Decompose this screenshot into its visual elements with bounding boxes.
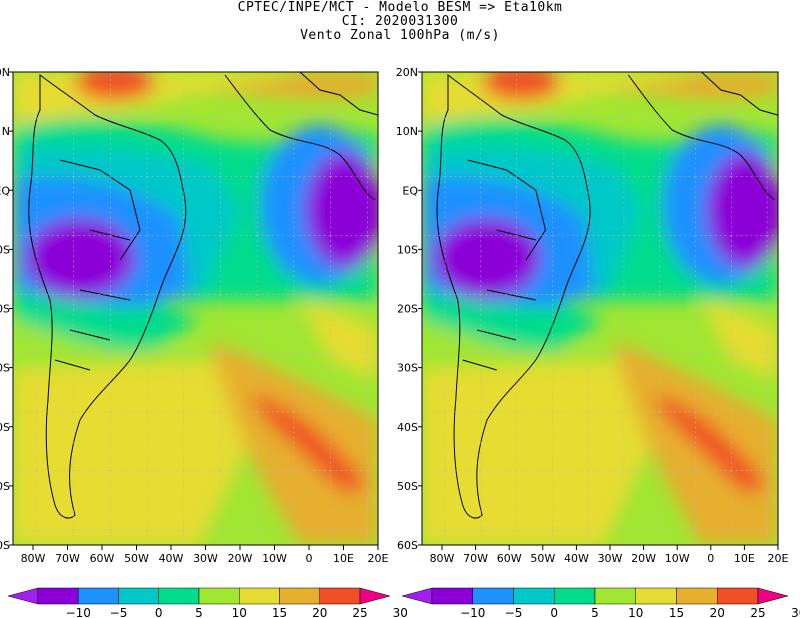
colorbar-swatch — [401, 587, 433, 605]
colorbar-label: 5 — [195, 606, 203, 618]
colorbar-swatch — [635, 587, 677, 605]
colorbar-swatch — [319, 587, 361, 605]
lat-tick-label-right: 50S — [397, 480, 418, 493]
colorbar-swatch — [7, 587, 39, 605]
colorbar-swatch — [594, 587, 636, 605]
chart-title-line1: CPTEC/INPE/MCT - Modelo BESM => Eta10km — [237, 0, 563, 15]
lat-tick-label-left: 0S — [0, 539, 10, 552]
colorbar-label: 10 — [628, 606, 643, 618]
chart-title-line2: CI: 2020031300 — [341, 14, 459, 29]
colorbar-swatch — [554, 587, 596, 605]
colorbar-swatch — [118, 587, 159, 605]
lon-tick-label-left: 50W — [124, 552, 149, 565]
lat-tick-label-right: 20S — [397, 303, 418, 316]
lat-tick-label-left: EQ — [0, 184, 10, 197]
chart-title-line3: Vento Zonal 100hPa (m/s) — [300, 28, 500, 43]
lon-tick-label-right: 10W — [665, 552, 690, 565]
colorbar-label: 5 — [591, 606, 599, 618]
lon-tick-label-right: 70W — [463, 552, 488, 565]
colorbar-label: −5 — [110, 606, 128, 618]
lon-tick-label-left: 40W — [159, 552, 184, 565]
colorbar-swatch — [431, 587, 473, 605]
colorbar-swatch — [78, 587, 119, 605]
colorbar-label: −5 — [505, 606, 523, 618]
colorbar-label: −10 — [66, 606, 91, 618]
colorbar-label: 0 — [550, 606, 558, 618]
lat-tick-label-right: 10S — [397, 243, 418, 256]
colorbar-label: 10 — [232, 606, 247, 618]
lat-tick-label-right: 60S — [397, 539, 418, 552]
colorbar-label: 15 — [669, 606, 684, 618]
colorbar-left: −10 −5 0 5 10 15 20 25 30 — [7, 587, 408, 618]
lat-tick-label-right: 20N — [396, 66, 418, 79]
colorbar-label: 25 — [352, 606, 367, 618]
lon-tick-label-left: 70W — [55, 552, 80, 565]
lat-tick-label-right: 30S — [397, 362, 418, 375]
lon-tick-label-left: 30W — [193, 552, 218, 565]
lon-tick-label-left: 20E — [368, 552, 389, 565]
colorbar-swatch — [37, 587, 79, 605]
map-right — [422, 64, 785, 545]
colorbar-swatch — [472, 587, 514, 605]
colorbar-label: 15 — [272, 606, 287, 618]
lat-tick-label-left: 0S — [0, 303, 10, 316]
lon-tick-label-right: 40W — [564, 552, 589, 565]
lat-tick-label-left: 0S — [0, 243, 10, 256]
lon-tick-label-right: 20E — [768, 552, 789, 565]
colorbar-swatch — [676, 587, 718, 605]
lon-tick-label-right: 50W — [530, 552, 555, 565]
lon-tick-label-left: 10E — [333, 552, 354, 565]
colorbar-label: 20 — [710, 606, 725, 618]
colorbar-swatch — [158, 587, 200, 605]
colorbar-label: 20 — [312, 606, 327, 618]
lat-tick-label-left: 0S — [0, 480, 10, 493]
lat-tick-label-left: 0S — [0, 362, 10, 375]
colorbar-swatch — [513, 587, 555, 605]
lon-tick-label-left: 80W — [21, 552, 46, 565]
lon-tick-label-right: 30W — [598, 552, 623, 565]
lon-tick-label-left: 10W — [262, 552, 287, 565]
lat-tick-label-right: EQ — [402, 184, 418, 197]
colorbar-swatch — [198, 587, 240, 605]
lon-tick-label-right: 80W — [430, 552, 455, 565]
lat-tick-label-left: 0N — [0, 66, 10, 79]
lat-tick-label-right: 40S — [397, 421, 418, 434]
colorbar-label: 30 — [791, 606, 800, 618]
lon-tick-label-right: 0 — [707, 552, 714, 565]
colorbar-right: −10 −5 0 5 10 15 20 25 30 — [401, 587, 800, 618]
colorbar-label: −10 — [460, 606, 485, 618]
colorbar-swatch — [239, 587, 280, 605]
map-left — [13, 64, 385, 545]
colorbar-label: 25 — [750, 606, 765, 618]
colorbar-swatch — [757, 587, 789, 605]
colorbar-swatch — [279, 587, 320, 605]
lon-tick-label-left: 20W — [228, 552, 253, 565]
lon-tick-label-right: 10E — [734, 552, 755, 565]
lon-tick-label-left: 0 — [306, 552, 313, 565]
lon-tick-label-right: 60W — [497, 552, 522, 565]
colorbar-swatch — [359, 587, 391, 605]
lon-tick-label-right: 20W — [631, 552, 656, 565]
colorbar-label: 30 — [393, 606, 408, 618]
lat-tick-label-right: 10N — [396, 125, 418, 138]
lat-tick-label-left: N — [2, 125, 10, 138]
lat-tick-label-left: 0S — [0, 421, 10, 434]
colorbar-swatch — [717, 587, 759, 605]
lon-tick-label-left: 60W — [90, 552, 115, 565]
colorbar-label: 0 — [155, 606, 163, 618]
